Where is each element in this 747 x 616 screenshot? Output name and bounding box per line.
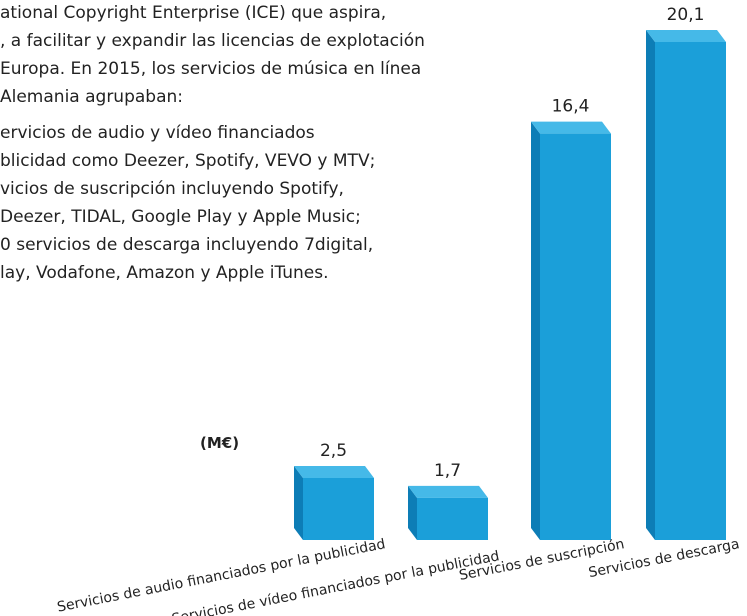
body-text: Deezer, TIDAL, Google Play y Apple Music… — [0, 207, 361, 227]
value-label: 2,5 — [320, 441, 347, 461]
body-text: , a facilitar y expandir las licencias d… — [0, 31, 425, 51]
value-label: 20,1 — [667, 5, 705, 25]
value-label: 16,4 — [552, 97, 590, 117]
bar — [646, 30, 726, 540]
bar-side — [646, 30, 655, 540]
value-label: 1,7 — [434, 461, 461, 481]
bar — [294, 466, 374, 540]
bar-top — [646, 30, 726, 42]
body-text: 0 servicios de descarga incluyendo 7digi… — [0, 235, 373, 255]
bar-top — [531, 121, 611, 134]
body-text: ervicios de audio y vídeo financiados — [0, 123, 315, 143]
unit-label: (M€) — [200, 434, 239, 452]
bar — [408, 485, 488, 540]
body-text: blicidad como Deezer, Spotify, VEVO y MT… — [0, 151, 375, 171]
bar-top — [408, 485, 488, 498]
bar-top — [294, 466, 374, 479]
bar-front — [303, 478, 374, 540]
bar-side — [531, 121, 540, 541]
bar-front — [540, 133, 611, 541]
bar-side — [408, 485, 417, 540]
body-text: Alemania agrupaban: — [0, 87, 183, 107]
body-text: Europa. En 2015, los servicios de música… — [0, 59, 421, 79]
body-text: vicios de suscripción incluyendo Spotify… — [0, 179, 344, 199]
body-text: lay, Vodafone, Amazon y Apple iTunes. — [0, 263, 329, 283]
bar-front — [417, 497, 488, 540]
body-text: ational Copyright Enterprise (ICE) que a… — [0, 3, 386, 23]
bar-side — [294, 466, 303, 540]
bar-front — [655, 42, 726, 540]
bar — [531, 121, 611, 541]
